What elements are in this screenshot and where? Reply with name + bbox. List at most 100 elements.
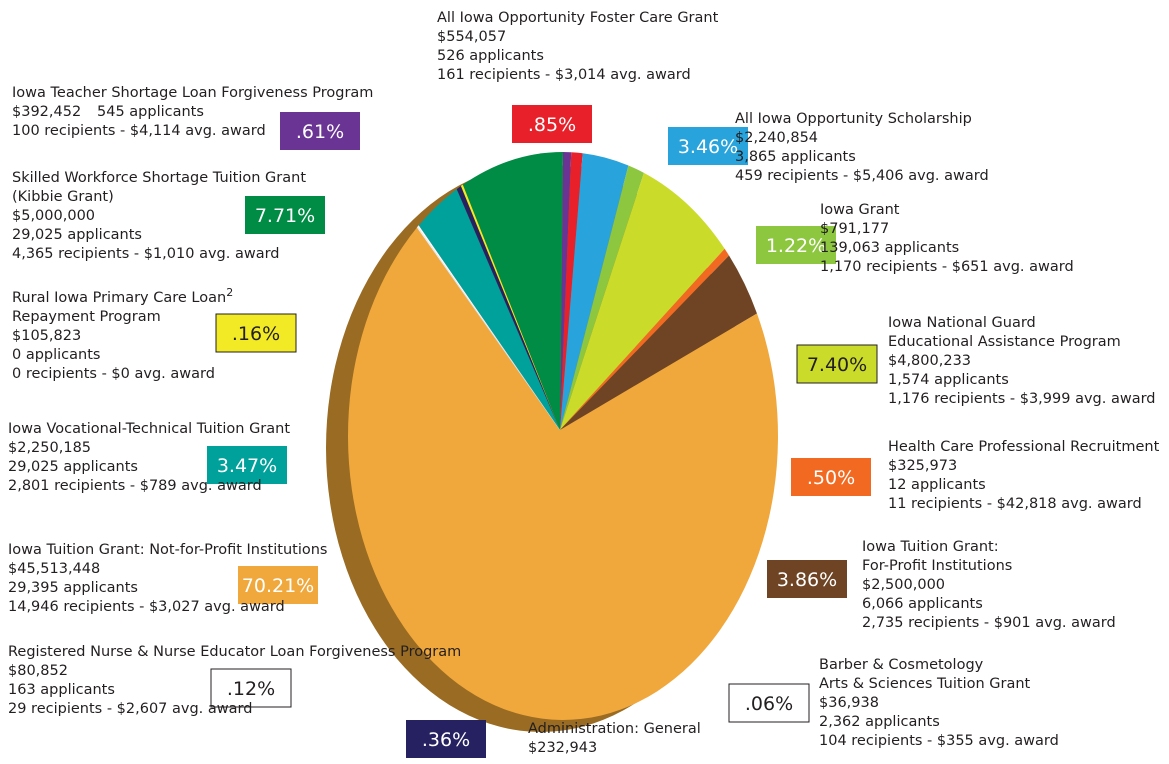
program-detail: $791,177 — [820, 221, 889, 237]
program-detail: 0 recipients - $0 avg. award — [12, 366, 215, 382]
percent-label: .61% — [296, 121, 344, 143]
percent-box — [767, 560, 847, 598]
program-name: Iowa Tuition Grant: — [862, 539, 999, 555]
program-detail: $36,938 — [819, 695, 879, 711]
program-detail: $2,240,854 — [735, 130, 818, 146]
program-name: (Kibbie Grant) — [12, 189, 114, 205]
percent-label: .16% — [232, 323, 280, 345]
program-name: Rural Iowa Primary Care Loan2 — [12, 286, 233, 306]
program-detail: $392,452 — [12, 104, 81, 120]
program-detail: 100 recipients - $4,114 avg. award — [12, 123, 266, 139]
program-detail: 161 recipients - $3,014 avg. award — [437, 67, 691, 83]
pie-slice — [560, 248, 730, 430]
pie-slice — [560, 152, 583, 430]
program-name: Health Care Professional Recruitment — [888, 439, 1160, 455]
percent-label: .85% — [528, 114, 576, 136]
program-detail: 1,176 recipients - $3,999 avg. award — [888, 391, 1156, 407]
program-name: Iowa Vocational-Technical Tuition Grant — [8, 421, 290, 437]
pie-slice — [560, 152, 572, 430]
footnote-mark: 2 — [226, 286, 233, 299]
program-detail: 1,574 applicants — [888, 372, 1009, 388]
pie-slice — [348, 227, 779, 720]
percent-box — [796, 344, 878, 384]
program-detail: 3,865 applicants — [735, 149, 856, 165]
program-detail: $2,500,000 — [862, 577, 945, 593]
percent-box — [512, 105, 592, 143]
program-detail: $80,852 — [8, 663, 68, 679]
program-name: For-Profit Institutions — [862, 558, 1012, 574]
program-detail: 29 recipients - $2,607 avg. award — [8, 701, 252, 717]
program-detail: 104 recipients - $355 avg. award — [819, 733, 1059, 749]
program-detail: 11 recipients - $42,818 avg. award — [888, 496, 1142, 512]
program-detail: 1,170 recipients - $651 avg. award — [820, 259, 1074, 275]
pie-slice — [560, 165, 644, 430]
program-detail: 459 recipients - $5,406 avg. award — [735, 168, 989, 184]
percent-box — [215, 313, 297, 353]
program-detail: 29,025 applicants — [12, 227, 142, 243]
program-detail: 139,063 applicants — [820, 240, 959, 256]
program-detail: $325,973 — [888, 458, 957, 474]
program-name: Arts & Sciences Tuition Grant — [819, 676, 1031, 692]
percent-box — [207, 446, 287, 484]
percent-label: 3.86% — [777, 569, 837, 591]
pie-slice — [418, 189, 560, 430]
program-name: All Iowa Opportunity Scholarship — [735, 111, 972, 127]
percent-box — [280, 112, 360, 150]
percent-box — [245, 196, 325, 234]
program-name: All Iowa Opportunity Foster Care Grant — [437, 10, 719, 26]
percent-label: 70.21% — [242, 575, 314, 597]
percent-label: 7.40% — [807, 354, 867, 376]
percent-box — [728, 683, 810, 723]
program-detail: 545 applicants — [97, 104, 204, 120]
percent-label: .36% — [422, 729, 470, 751]
percent-box — [668, 127, 748, 165]
program-detail: 14,946 recipients - $3,027 avg. award — [8, 599, 285, 615]
percent-box — [210, 668, 292, 708]
program-detail: 2,801 recipients - $789 avg. award — [8, 478, 262, 494]
program-detail: $232,943 — [528, 740, 597, 756]
percent-box — [406, 720, 486, 758]
program-detail: $5,000,000 — [12, 208, 95, 224]
percent-label: 1.22% — [766, 235, 826, 257]
program-name: Administration: General — [528, 721, 701, 737]
program-detail: 6,066 applicants — [862, 596, 983, 612]
percent-label: 3.47% — [217, 455, 277, 477]
pie-slice — [560, 255, 757, 430]
pie-slice — [460, 184, 560, 430]
program-name: Barber & Cosmetology — [819, 657, 984, 673]
program-detail: 4,365 recipients - $1,010 avg. award — [12, 246, 280, 262]
program-name: Registered Nurse & Nurse Educator Loan F… — [8, 644, 461, 660]
pie-slice — [462, 152, 563, 430]
program-detail: 29,025 applicants — [8, 459, 138, 475]
percent-box — [238, 566, 318, 604]
pie-slice — [560, 172, 725, 431]
program-detail: 2,735 recipients - $901 avg. award — [862, 615, 1116, 631]
program-detail: $105,823 — [12, 328, 81, 344]
percent-label: .50% — [807, 467, 855, 489]
program-name: Iowa National Guard — [888, 315, 1036, 331]
program-name: Iowa Tuition Grant: Not-for-Profit Insti… — [8, 542, 327, 558]
program-detail: 12 applicants — [888, 477, 986, 493]
percent-box — [791, 458, 871, 496]
program-detail: $45,513,448 — [8, 561, 100, 577]
program-name: Skilled Workforce Shortage Tuition Grant — [12, 170, 306, 186]
program-name: Iowa Grant — [820, 202, 900, 218]
program-detail: 2,362 applicants — [819, 714, 940, 730]
program-detail: 163 applicants — [8, 682, 115, 698]
program-detail: 526 applicants — [437, 48, 544, 64]
program-name: Iowa Teacher Shortage Loan Forgiveness P… — [12, 85, 373, 101]
program-detail: $4,800,233 — [888, 353, 971, 369]
program-detail: $554,057 — [437, 29, 506, 45]
pie-slice — [417, 224, 561, 431]
percent-label: 3.46% — [678, 136, 738, 158]
program-name: Repayment Program — [12, 309, 161, 325]
percent-box — [756, 226, 836, 264]
pie-slice — [560, 153, 629, 430]
program-detail: 0 applicants — [12, 347, 100, 363]
percent-label: .12% — [227, 678, 275, 700]
percent-label: 7.71% — [255, 205, 315, 227]
percent-label: .06% — [745, 693, 793, 715]
pie-slice — [456, 186, 560, 430]
program-detail: $2,250,185 — [8, 440, 91, 456]
